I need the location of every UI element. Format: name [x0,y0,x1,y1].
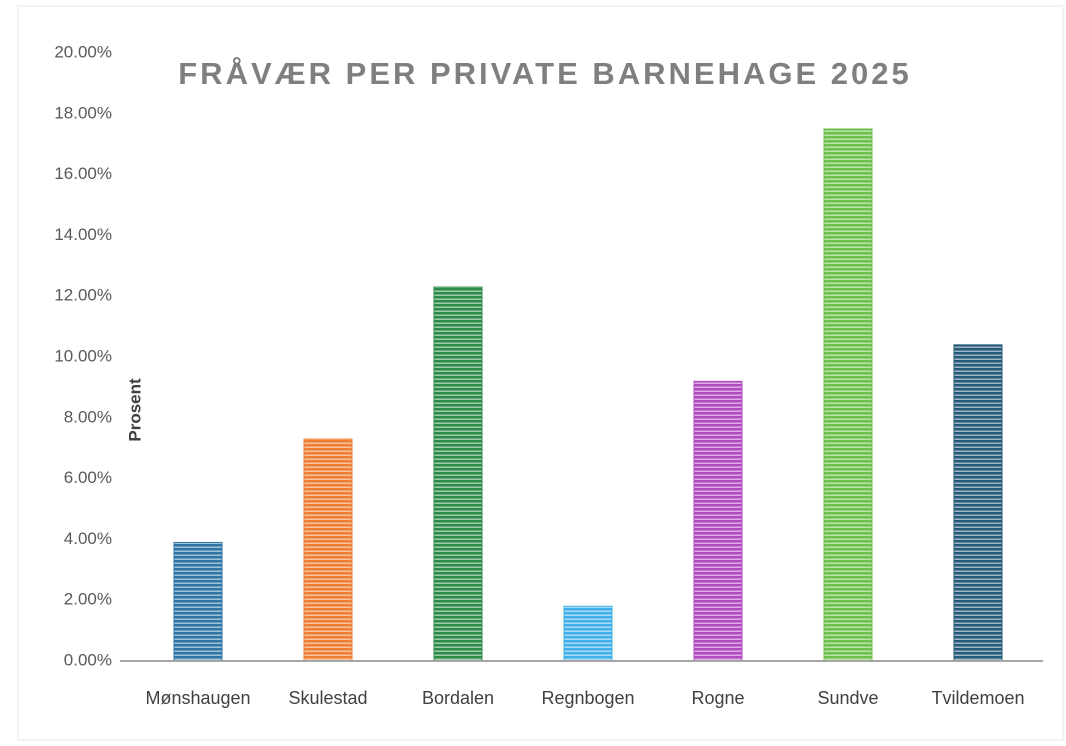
y-tick-label: 0.00% [64,650,112,669]
x-tick-label: Mønshaugen [145,688,250,708]
bar [953,344,1003,662]
y-tick-label: 4.00% [64,529,112,548]
bar [693,380,743,662]
bar [173,541,223,662]
y-tick-label: 14.00% [54,225,112,244]
x-tick-label: Regnbogen [541,688,634,708]
y-tick-label: 10.00% [54,346,112,365]
y-tick-label: 12.00% [54,286,112,305]
x-tick-label: Tvildemoen [931,688,1024,708]
bar [563,605,613,662]
y-tick-label: 20.00% [54,42,112,61]
y-axis-label: Prosent [125,378,144,442]
bar [303,438,353,662]
x-tick-label: Bordalen [422,688,494,708]
bar [823,128,873,662]
y-tick-label: 8.00% [64,407,112,426]
x-tick-label: Sundve [817,688,878,708]
chart-title: FRÅVÆR PER PRIVATE BARNEHAGE 2025 [178,56,911,91]
y-tick-label: 18.00% [54,103,112,122]
y-tick-label: 2.00% [64,590,112,609]
x-tick-label: Rogne [691,688,744,708]
y-tick-label: 6.00% [64,468,112,487]
bar [433,286,483,662]
y-tick-label: 16.00% [54,164,112,183]
x-tick-label: Skulestad [288,688,367,708]
